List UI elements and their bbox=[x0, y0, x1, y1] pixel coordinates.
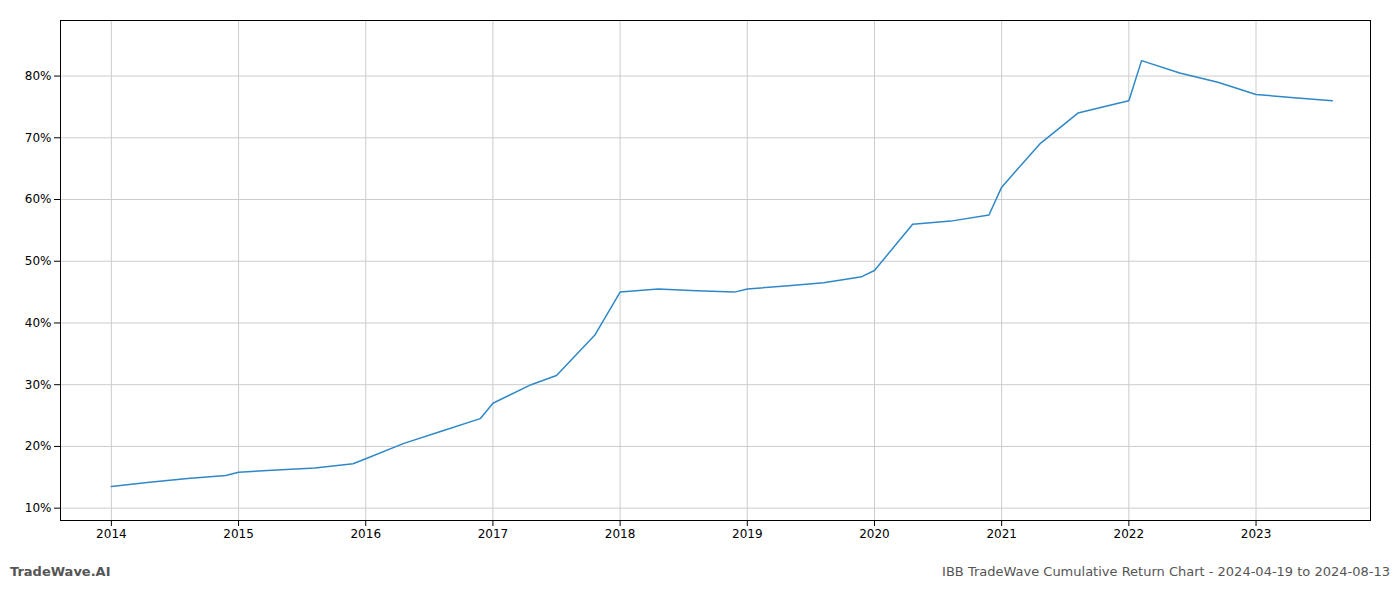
svg-text:2015: 2015 bbox=[223, 527, 254, 541]
svg-text:20%: 20% bbox=[25, 439, 52, 453]
svg-text:2019: 2019 bbox=[732, 527, 763, 541]
html-text:IBB TradeWave Cumulative Retur: IBB TradeWave Cumulative Return Chart - … bbox=[942, 564, 1390, 579]
svg-text:2021: 2021 bbox=[986, 527, 1017, 541]
svg-text:70%: 70% bbox=[25, 131, 52, 145]
svg-text:2014: 2014 bbox=[96, 527, 127, 541]
html-text:TradeWave.AI: TradeWave.AI bbox=[10, 564, 111, 579]
svg-text:2022: 2022 bbox=[1114, 527, 1145, 541]
svg-text:30%: 30% bbox=[25, 378, 52, 392]
svg-text:50%: 50% bbox=[25, 254, 52, 268]
svg-text:40%: 40% bbox=[25, 316, 52, 330]
svg-text:60%: 60% bbox=[25, 192, 52, 206]
svg-text:2017: 2017 bbox=[478, 527, 509, 541]
svg-text:2023: 2023 bbox=[1241, 527, 1272, 541]
svg-text:2016: 2016 bbox=[350, 527, 381, 541]
svg-text:2018: 2018 bbox=[605, 527, 636, 541]
svg-text:2020: 2020 bbox=[859, 527, 890, 541]
svg-text:10%: 10% bbox=[25, 501, 52, 515]
svg-text:80%: 80% bbox=[25, 69, 52, 83]
